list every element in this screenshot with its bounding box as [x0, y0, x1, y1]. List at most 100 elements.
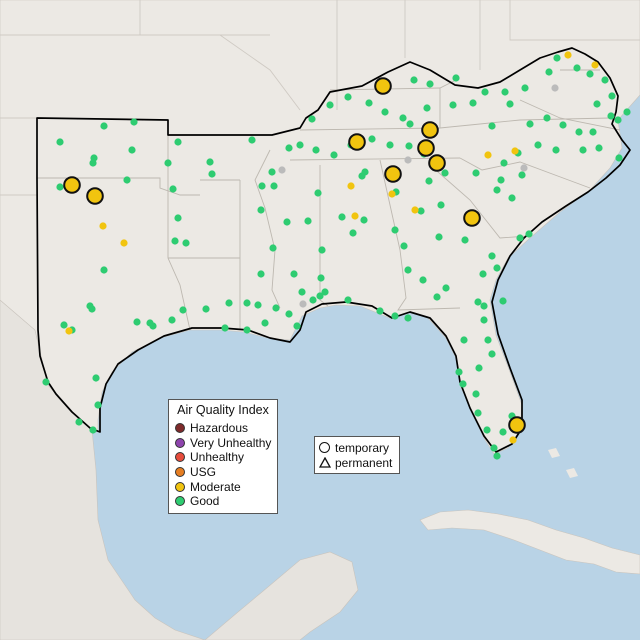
station-marker-no-data[interactable]	[278, 166, 286, 174]
station-marker-good[interactable]	[423, 104, 431, 112]
station-marker-moderate-large[interactable]	[384, 165, 402, 183]
station-marker-good[interactable]	[474, 298, 482, 306]
station-marker-good[interactable]	[296, 141, 304, 149]
station-marker-good[interactable]	[601, 76, 609, 84]
station-marker-moderate[interactable]	[511, 147, 519, 155]
station-marker-good[interactable]	[283, 218, 291, 226]
station-marker-good[interactable]	[133, 318, 141, 326]
station-marker-good[interactable]	[128, 146, 136, 154]
station-marker-good[interactable]	[501, 88, 509, 96]
station-marker-no-data[interactable]	[551, 84, 559, 92]
station-marker-good[interactable]	[88, 305, 96, 313]
station-marker-good[interactable]	[404, 314, 412, 322]
station-marker-good[interactable]	[449, 101, 457, 109]
station-marker-good[interactable]	[56, 138, 64, 146]
station-marker-moderate[interactable]	[347, 182, 355, 190]
station-marker-moderate-large[interactable]	[86, 187, 104, 205]
station-marker-good[interactable]	[493, 452, 501, 460]
station-marker-good[interactable]	[500, 159, 508, 167]
station-marker-good[interactable]	[285, 144, 293, 152]
station-marker-good[interactable]	[417, 207, 425, 215]
station-marker-good[interactable]	[552, 146, 560, 154]
station-marker-moderate[interactable]	[120, 239, 128, 247]
station-marker-good[interactable]	[381, 108, 389, 116]
station-marker-good[interactable]	[516, 234, 524, 242]
station-marker-good[interactable]	[60, 321, 68, 329]
station-marker-good[interactable]	[358, 172, 366, 180]
station-marker-moderate[interactable]	[591, 61, 599, 69]
station-marker-good[interactable]	[248, 136, 256, 144]
station-marker-moderate[interactable]	[411, 206, 419, 214]
station-marker-good[interactable]	[484, 336, 492, 344]
station-marker-good[interactable]	[399, 114, 407, 122]
station-marker-good[interactable]	[376, 307, 384, 315]
station-marker-good[interactable]	[293, 322, 301, 330]
station-marker-moderate[interactable]	[564, 51, 572, 59]
station-marker-good[interactable]	[608, 92, 616, 100]
station-marker-good[interactable]	[534, 141, 542, 149]
station-marker-good[interactable]	[254, 301, 262, 309]
station-marker-good[interactable]	[100, 266, 108, 274]
station-marker-good[interactable]	[405, 142, 413, 150]
station-marker-good[interactable]	[410, 76, 418, 84]
station-marker-good[interactable]	[92, 374, 100, 382]
station-marker-good[interactable]	[469, 99, 477, 107]
station-marker-moderate[interactable]	[484, 151, 492, 159]
station-marker-good[interactable]	[545, 68, 553, 76]
station-marker-good[interactable]	[488, 350, 496, 358]
station-marker-good[interactable]	[472, 169, 480, 177]
station-marker-good[interactable]	[149, 322, 157, 330]
station-marker-moderate-large[interactable]	[417, 139, 435, 157]
station-marker-good[interactable]	[326, 101, 334, 109]
station-marker-good[interactable]	[56, 183, 64, 191]
station-marker-good[interactable]	[472, 390, 480, 398]
station-marker-moderate-large[interactable]	[348, 133, 366, 151]
station-marker-good[interactable]	[268, 168, 276, 176]
station-marker-good[interactable]	[479, 270, 487, 278]
station-marker-no-data[interactable]	[299, 300, 307, 308]
station-marker-good[interactable]	[221, 324, 229, 332]
station-marker-good[interactable]	[365, 99, 373, 107]
station-marker-good[interactable]	[521, 84, 529, 92]
station-marker-good[interactable]	[559, 121, 567, 129]
station-marker-moderate[interactable]	[65, 327, 73, 335]
station-marker-good[interactable]	[174, 138, 182, 146]
station-marker-good[interactable]	[459, 380, 467, 388]
station-marker-good[interactable]	[42, 378, 50, 386]
station-marker-good[interactable]	[206, 158, 214, 166]
station-marker-good[interactable]	[321, 288, 329, 296]
station-marker-good[interactable]	[426, 80, 434, 88]
station-marker-moderate[interactable]	[509, 436, 517, 444]
station-marker-good[interactable]	[508, 194, 516, 202]
station-marker-good[interactable]	[488, 122, 496, 130]
station-marker-moderate-large[interactable]	[421, 121, 439, 139]
station-marker-good[interactable]	[586, 70, 594, 78]
station-marker-good[interactable]	[595, 144, 603, 152]
station-marker-good[interactable]	[497, 176, 505, 184]
station-marker-good[interactable]	[344, 296, 352, 304]
station-marker-good[interactable]	[257, 270, 265, 278]
station-marker-good[interactable]	[493, 264, 501, 272]
station-marker-good[interactable]	[425, 177, 433, 185]
station-marker-good[interactable]	[483, 426, 491, 434]
station-marker-good[interactable]	[225, 299, 233, 307]
station-marker-good[interactable]	[360, 216, 368, 224]
station-marker-good[interactable]	[208, 170, 216, 178]
station-marker-good[interactable]	[344, 93, 352, 101]
station-marker-good[interactable]	[169, 185, 177, 193]
station-marker-good[interactable]	[404, 266, 412, 274]
station-marker-good[interactable]	[75, 418, 83, 426]
station-marker-good[interactable]	[553, 54, 561, 62]
station-marker-good[interactable]	[168, 316, 176, 324]
station-marker-good[interactable]	[123, 176, 131, 184]
station-marker-good[interactable]	[312, 146, 320, 154]
station-marker-good[interactable]	[499, 428, 507, 436]
station-marker-good[interactable]	[493, 186, 501, 194]
station-marker-good[interactable]	[94, 401, 102, 409]
station-marker-good[interactable]	[419, 276, 427, 284]
station-marker-moderate-large[interactable]	[463, 209, 481, 227]
station-marker-good[interactable]	[314, 189, 322, 197]
station-marker-good[interactable]	[607, 112, 615, 120]
station-marker-good[interactable]	[499, 297, 507, 305]
